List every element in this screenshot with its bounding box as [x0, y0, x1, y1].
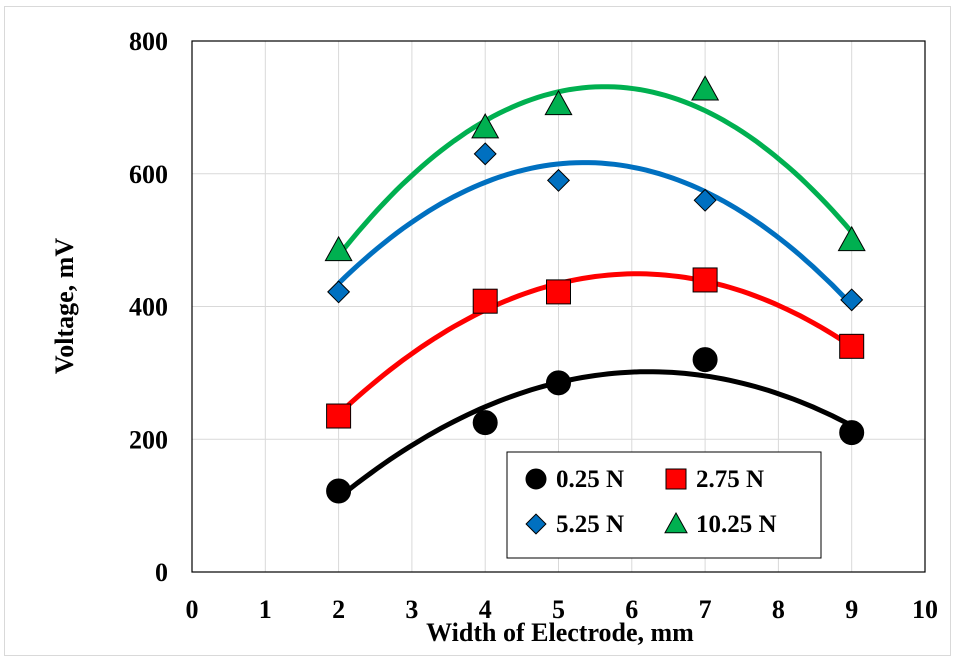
data-point — [692, 267, 718, 293]
x-tick-label: 9 — [845, 595, 858, 624]
legend-marker — [525, 468, 547, 490]
data-points — [324, 75, 866, 504]
data-point — [327, 280, 351, 304]
plot-area — [191, 40, 926, 573]
x-tick-label: 4 — [479, 595, 492, 624]
legend-label: 0.25 N — [556, 466, 624, 493]
x-tick-label: 2 — [332, 595, 345, 624]
data-point — [839, 333, 865, 359]
data-point — [473, 142, 497, 166]
x-tick-label: 8 — [772, 595, 785, 624]
legend-label: 2.75 N — [696, 466, 764, 493]
trendline — [336, 160, 854, 307]
x-axis-label: Width of Electrode, mm — [426, 618, 694, 647]
y-tick-label: 200 — [129, 425, 168, 454]
y-tick-label: 800 — [129, 27, 168, 56]
data-point — [472, 288, 498, 314]
x-tick-label: 10 — [912, 595, 938, 624]
legend-box — [506, 451, 822, 559]
legend-marker — [664, 511, 688, 534]
y-axis-ticks: 0 200 400 600 800 — [129, 27, 168, 587]
trendline — [336, 271, 854, 416]
data-point — [546, 370, 571, 396]
data-point — [692, 347, 718, 373]
legend-label: 10.25 N — [696, 511, 777, 538]
x-tick-label: 0 — [186, 595, 199, 624]
data-point — [472, 410, 498, 436]
x-tick-label: 7 — [699, 595, 712, 624]
legend-marker — [525, 513, 547, 535]
y-axis-label: Voltage, mV — [50, 238, 79, 374]
trendline — [337, 369, 853, 500]
data-point — [837, 225, 866, 252]
legend: 0.25 N 2.75 N 5.25 N 10.25 N — [506, 451, 822, 559]
x-axis-ticks: 0 1 2 3 4 5 6 7 8 9 10 — [186, 595, 939, 624]
data-point — [471, 113, 500, 139]
legend-marker — [665, 468, 687, 490]
x-tick-label: 5 — [552, 595, 565, 624]
trendline — [336, 84, 854, 258]
data-point — [546, 168, 571, 192]
data-point — [544, 89, 573, 116]
data-point — [839, 420, 865, 446]
y-tick-label: 600 — [129, 160, 168, 189]
x-tick-label: 1 — [259, 595, 272, 624]
trendlines — [336, 84, 854, 500]
legend-label: 5.25 N — [556, 511, 624, 538]
data-point — [326, 478, 352, 504]
data-point — [693, 188, 717, 212]
data-point — [691, 75, 720, 101]
data-point — [326, 403, 352, 429]
data-point — [324, 235, 353, 262]
data-point — [840, 288, 864, 312]
x-tick-label: 6 — [625, 595, 638, 624]
data-point — [546, 279, 571, 305]
y-tick-label: 400 — [129, 293, 168, 322]
x-tick-label: 3 — [405, 595, 418, 624]
y-tick-label: 0 — [155, 558, 168, 587]
